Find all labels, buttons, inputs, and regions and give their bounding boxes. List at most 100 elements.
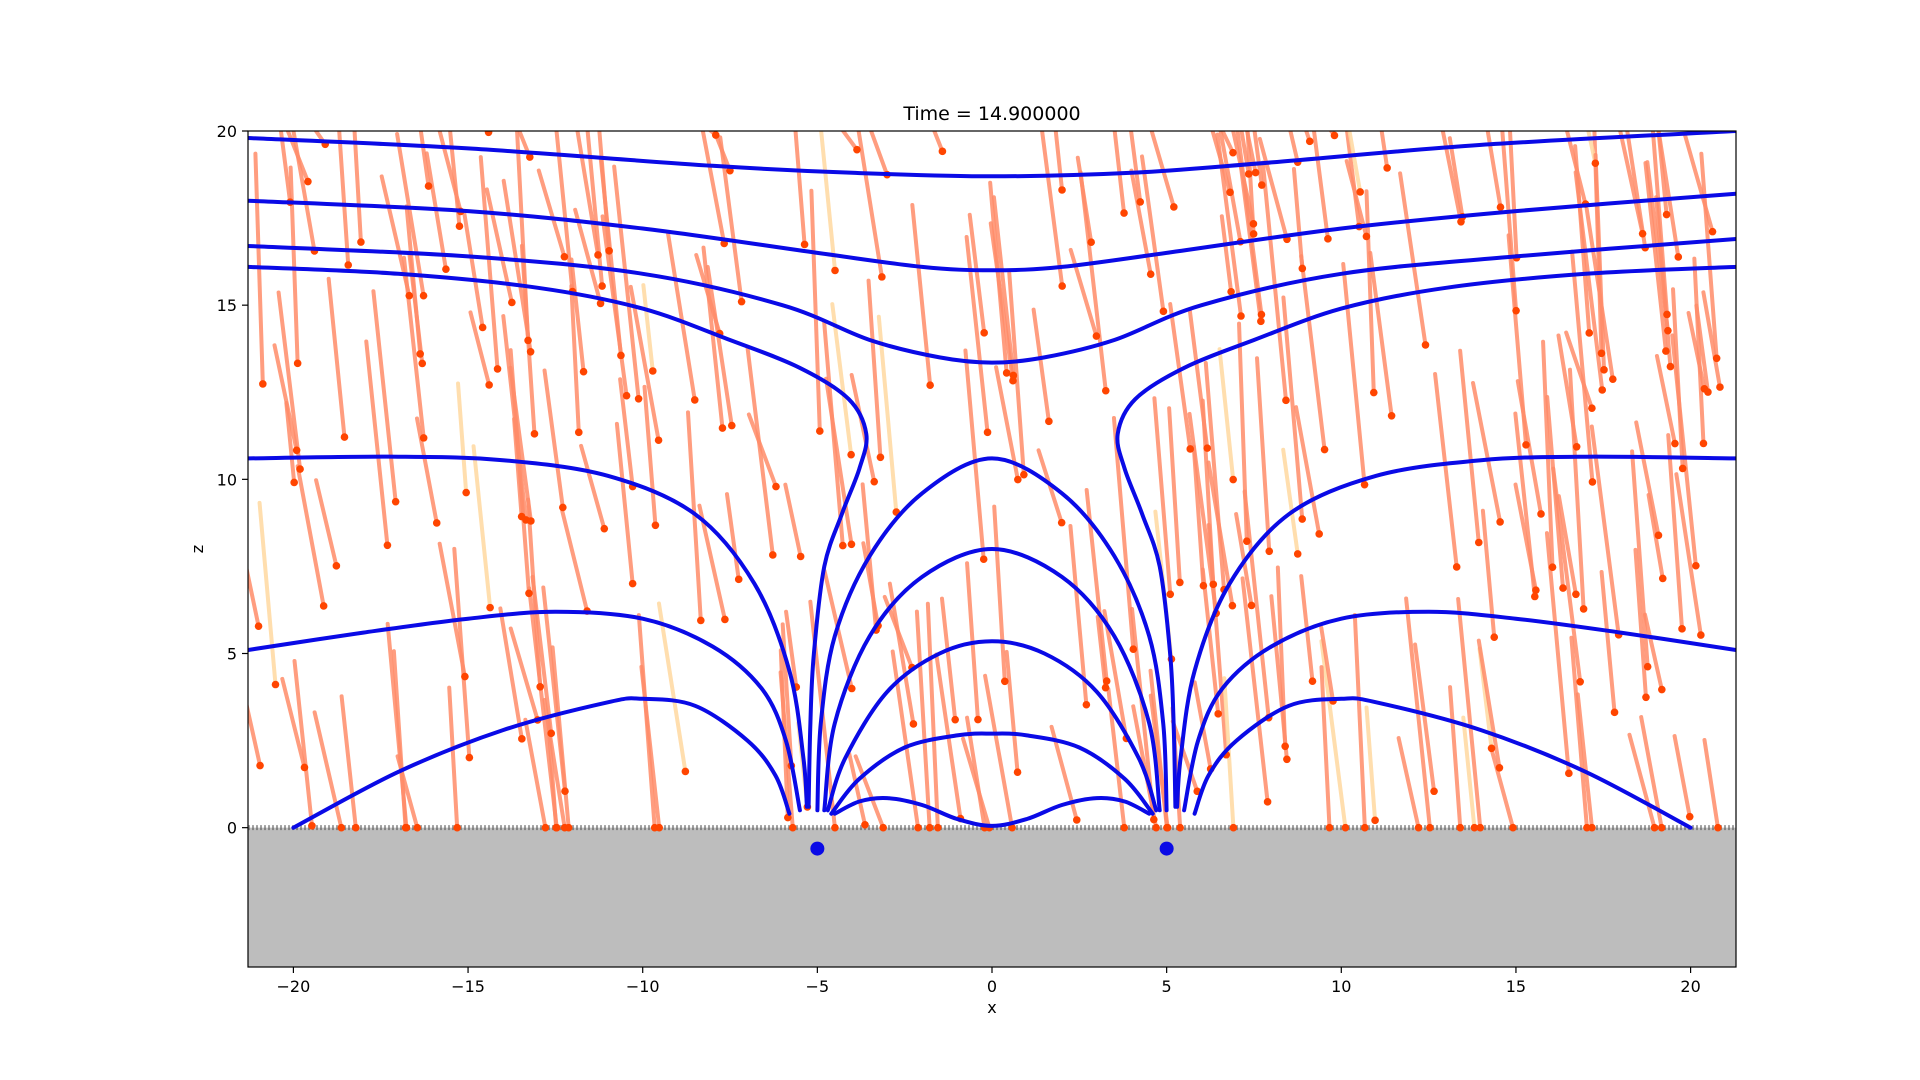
particle-dot	[1600, 366, 1608, 374]
particle-trail	[385, 621, 409, 830]
particle-trail	[1288, 131, 1300, 165]
particle-trail	[809, 188, 822, 434]
particle-dot	[831, 266, 839, 275]
particle-trail	[1319, 625, 1336, 703]
particle-trail	[612, 164, 641, 401]
particle-trail	[291, 131, 317, 253]
particle-trail	[1544, 531, 1571, 776]
field-line	[1115, 264, 1736, 809]
field-lines	[248, 131, 1736, 830]
particle-trail	[1112, 131, 1127, 216]
particle-dot	[1387, 411, 1396, 420]
particle-dot	[1362, 232, 1371, 241]
particle-dot	[1685, 812, 1694, 821]
particle-trail	[783, 482, 803, 559]
particle-trail	[849, 373, 877, 484]
x-tick-label: 10	[1331, 977, 1351, 996]
particle-trail	[983, 673, 1015, 830]
particle-dot	[1000, 677, 1009, 686]
particle-dot	[926, 381, 934, 389]
particle-dot	[296, 465, 304, 473]
particle-dot	[527, 517, 535, 525]
particle-trail	[666, 232, 697, 402]
particle-trail	[1170, 719, 1200, 794]
particle-dot	[1013, 768, 1022, 776]
particle-dot	[1166, 590, 1175, 599]
particle-dot	[1227, 287, 1235, 296]
particle-trail	[276, 290, 303, 472]
particle-dot	[1152, 823, 1160, 832]
particle-trail	[1564, 330, 1594, 411]
particle-trail	[288, 165, 300, 366]
particle-dot	[1496, 203, 1505, 211]
field-line	[248, 264, 869, 809]
particle-trail	[932, 131, 945, 154]
particle-dot	[574, 428, 583, 437]
particle-trail	[1670, 333, 1698, 568]
particle-dot	[1129, 645, 1138, 654]
particle-dot	[1598, 386, 1607, 394]
particle-dot	[1308, 677, 1317, 685]
particle-dot	[486, 603, 494, 612]
particle-trail	[515, 131, 531, 343]
particle-dot	[1369, 388, 1378, 397]
particle-dot	[816, 427, 824, 435]
particle-trail	[248, 565, 261, 629]
particle-trail	[395, 132, 426, 298]
particle-dot	[596, 299, 605, 308]
particle-trail	[1650, 131, 1670, 317]
particle-dot	[1330, 131, 1339, 140]
particle-trail	[312, 710, 344, 830]
particle-dot	[769, 551, 777, 559]
particle-trail	[1564, 131, 1588, 207]
particle-dot	[344, 261, 353, 269]
particle-trail	[284, 401, 297, 485]
field-line	[829, 731, 1155, 816]
particle-trail	[468, 310, 492, 387]
particle-trail	[1618, 131, 1645, 236]
particle-trail	[1004, 649, 1020, 775]
field-line	[248, 131, 1736, 179]
x-axis-label: x	[987, 998, 996, 1017]
particle-dot	[256, 761, 264, 770]
field-line	[248, 609, 802, 813]
particle-trail	[569, 257, 586, 374]
particle-trail	[314, 478, 339, 568]
particle-trail	[573, 207, 603, 306]
particle-dot	[1490, 633, 1499, 642]
particle-trail	[424, 151, 448, 272]
particle-trail	[478, 155, 500, 371]
particle-dot	[1654, 531, 1663, 540]
particle-trail	[248, 702, 263, 768]
particle-dot	[419, 291, 428, 300]
particle-dot	[1257, 310, 1266, 319]
particle-dot	[594, 251, 602, 259]
particle-trail	[793, 131, 807, 247]
particle-dot	[1532, 586, 1540, 594]
particle-dot	[1249, 220, 1258, 228]
particle-dot	[300, 763, 309, 772]
particle-dot	[1008, 823, 1016, 832]
particle-dot	[564, 823, 573, 832]
particle-trail	[498, 606, 524, 741]
particle-dot	[1102, 677, 1111, 685]
particle-dot	[634, 394, 643, 403]
particle-dot	[1120, 823, 1129, 832]
particle-dot	[1281, 742, 1289, 751]
particle-dot	[1708, 227, 1717, 236]
particle-dot	[1699, 439, 1708, 448]
y-axis: 0 5 10 15 20	[217, 122, 248, 838]
particle-trail	[1240, 576, 1270, 804]
particle-dot	[1714, 823, 1722, 832]
field-line	[1182, 609, 1736, 813]
particle-dot	[1658, 685, 1666, 694]
particle-trail	[1347, 131, 1363, 194]
particle-dot	[442, 265, 450, 273]
particle-dot	[1209, 580, 1218, 589]
y-tick-label: 10	[217, 470, 237, 489]
particle-trail	[1633, 547, 1648, 700]
particle-trail	[819, 131, 838, 273]
particle-trail	[364, 339, 390, 548]
particle-dot	[1383, 164, 1391, 172]
